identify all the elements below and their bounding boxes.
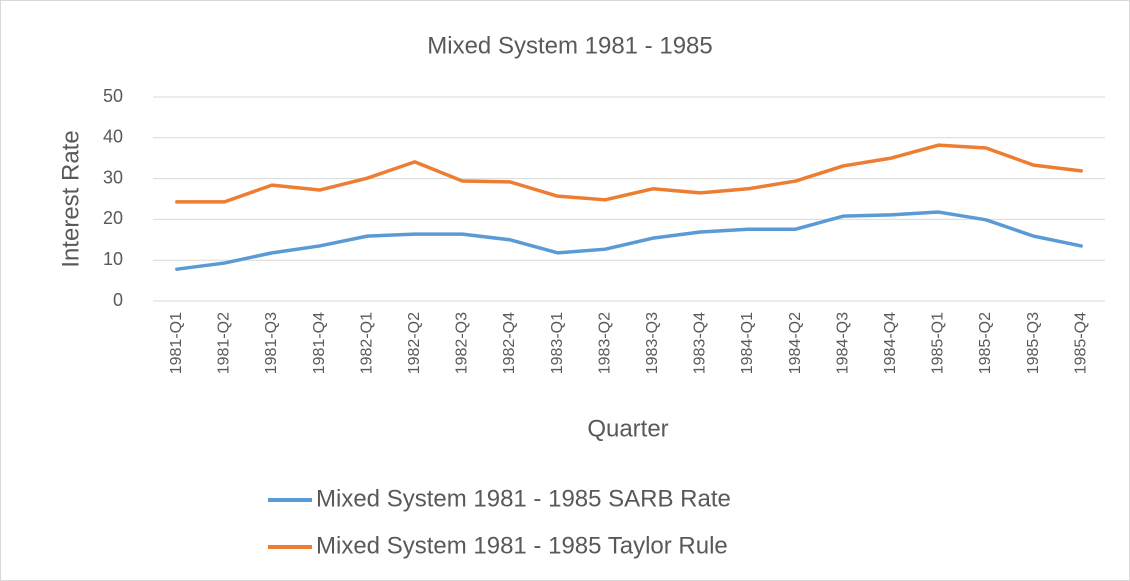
x-tick-label: 1984-Q4 [882,312,899,374]
x-tick-label: 1984-Q3 [834,312,851,374]
x-tick-label: 1981-Q1 [168,312,185,374]
x-tick-label: 1985-Q3 [1025,312,1042,374]
x-tick-label: 1981-Q2 [216,312,233,374]
legend-label: Mixed System 1981 - 1985 SARB Rate [316,485,731,512]
y-tick-label: 30 [103,167,123,187]
x-axis-label: Quarter [587,415,668,442]
y-tick-label: 10 [103,249,123,269]
x-tick-label: 1984-Q1 [739,312,756,374]
x-tick-label: 1982-Q4 [501,312,518,374]
x-tick-label: 1985-Q2 [977,312,994,374]
x-tick-label: 1982-Q1 [358,312,375,374]
x-tick-label: 1981-Q4 [311,312,328,374]
x-tick-label: 1983-Q2 [596,312,613,374]
x-tick-label: 1983-Q4 [692,312,709,374]
y-tick-label: 40 [103,127,123,147]
x-tick-label: 1981-Q3 [263,312,280,374]
y-tick-label: 20 [103,208,123,228]
x-tick-label: 1985-Q4 [1072,312,1089,374]
x-tick-label: 1982-Q3 [454,312,471,374]
y-tick-label: 50 [103,86,123,106]
x-tick-label: 1984-Q2 [787,312,804,374]
y-axis-label: Interest Rate [57,130,84,267]
x-tick-label: 1985-Q1 [930,312,947,374]
data-line [175,143,1083,204]
chart-title: Mixed System 1981 - 1985 [427,32,712,59]
y-tick-label: 0 [113,290,123,310]
data-line [175,210,1083,271]
x-tick-label: 1982-Q2 [406,312,423,374]
legend-label: Mixed System 1981 - 1985 Taylor Rule [316,532,728,559]
x-tick-label: 1983-Q3 [644,312,661,374]
x-tick-label: 1983-Q1 [549,312,566,374]
